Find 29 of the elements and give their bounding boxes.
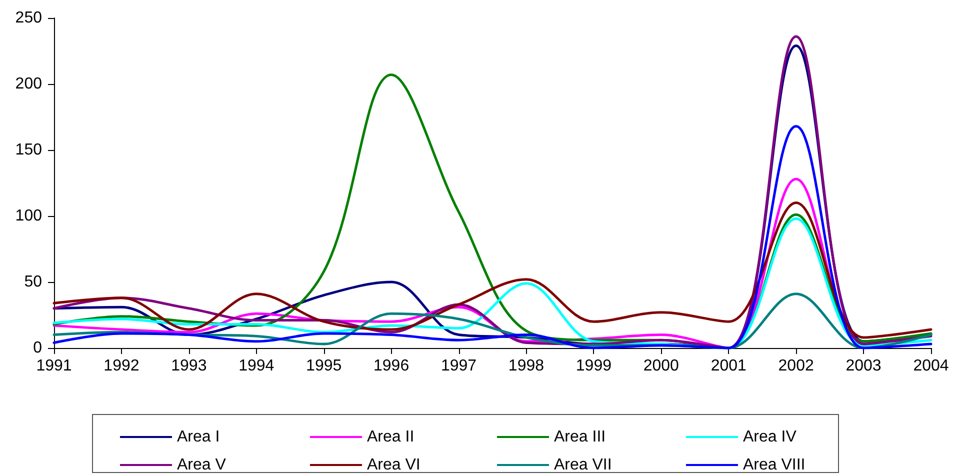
x-tick-label: 1995 — [306, 358, 342, 374]
x-tick-label: 1997 — [440, 358, 477, 374]
y-tick-label: 0 — [33, 340, 42, 356]
x-tick-label: 2002 — [778, 358, 814, 374]
legend-label: Area IV — [743, 428, 797, 446]
y-tick-label: 50 — [24, 274, 42, 290]
x-tick-label: 1994 — [238, 358, 274, 374]
x-tick-label: 2000 — [643, 358, 680, 374]
legend-label: Area VI — [367, 456, 420, 474]
x-tick-label: 1993 — [171, 358, 207, 374]
x-tick-label: 2001 — [710, 358, 747, 374]
legend-label: Area V — [177, 456, 226, 474]
legend-label: Area VIII — [743, 456, 806, 474]
x-tick-label: 1992 — [104, 358, 140, 374]
x-tick-label: 2003 — [846, 358, 882, 374]
y-tick-label: 100 — [15, 208, 42, 224]
legend-label: Area I — [177, 428, 220, 446]
x-tick-label: 1999 — [576, 358, 612, 374]
legend-label: Area II — [367, 428, 414, 446]
line-series — [52, 202, 932, 339]
x-tick-label: 1991 — [36, 358, 72, 374]
y-tick-label: 150 — [15, 142, 42, 158]
legend-label: Area III — [554, 428, 606, 446]
legend-label: Area VII — [554, 456, 612, 474]
x-tick-label: 1996 — [374, 358, 410, 374]
x-tick-label: 1998 — [508, 358, 544, 374]
x-tick-label: 2004 — [913, 358, 949, 374]
y-tick-label: 250 — [15, 10, 42, 26]
y-tick-label: 200 — [15, 76, 42, 92]
